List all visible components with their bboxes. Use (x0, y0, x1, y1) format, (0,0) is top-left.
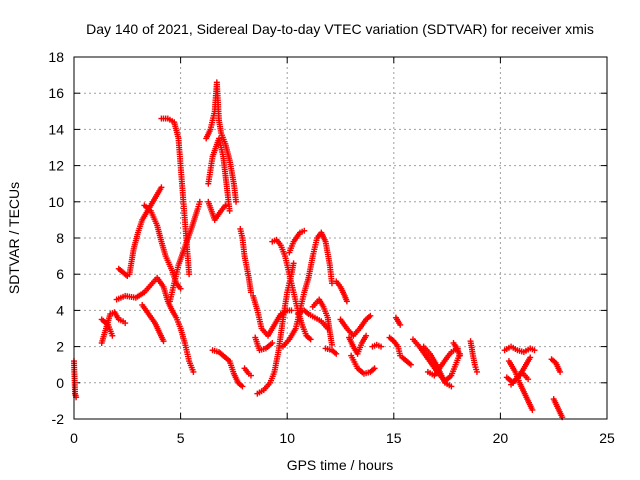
x-tick-label: 20 (493, 430, 509, 446)
data-point (557, 368, 564, 375)
y-tick-label: 16 (48, 85, 64, 101)
y-tick-label: 2 (56, 339, 64, 355)
data-point (247, 372, 254, 379)
x-tick-label: 15 (386, 430, 402, 446)
data-point (378, 343, 385, 350)
data-point (367, 312, 374, 319)
x-tick-label: 5 (177, 430, 185, 446)
y-tick-label: 6 (56, 266, 64, 282)
data-point (531, 347, 538, 354)
data-point (290, 260, 297, 267)
data-point (196, 198, 203, 205)
grid-lines (74, 57, 607, 419)
y-axis-label: SDTVAR / TECUs (6, 182, 22, 294)
data-point (222, 202, 229, 209)
data-point (527, 354, 534, 361)
data-point (307, 336, 314, 343)
y-tick-label: 0 (56, 375, 64, 391)
data-point (288, 307, 295, 314)
data-point (448, 383, 455, 390)
data-point (160, 338, 167, 345)
data-point (301, 227, 308, 234)
data-point (190, 368, 197, 375)
x-tick-label: 10 (279, 430, 295, 446)
data-point (269, 339, 276, 346)
data-point (247, 289, 254, 296)
y-tick-label: 18 (48, 49, 64, 65)
data-point (239, 383, 246, 390)
data-point (456, 352, 463, 359)
data-point (122, 320, 129, 327)
chart-title: Day 140 of 2021, Sidereal Day-to-day VTE… (86, 21, 594, 37)
data-point (397, 321, 404, 328)
data-point (407, 361, 414, 368)
plot-frame (73, 56, 608, 420)
data-point (186, 271, 193, 278)
data-point (525, 376, 532, 383)
data-point (158, 184, 165, 191)
data-point (473, 368, 480, 375)
data-point (529, 406, 536, 413)
data-point (109, 332, 116, 339)
y-tick-label: -2 (52, 411, 65, 427)
y-tick-label: 10 (48, 194, 64, 210)
data-point (233, 198, 240, 205)
data-point (333, 350, 340, 357)
x-axis-label: GPS time / hours (287, 457, 394, 473)
data-point (177, 285, 184, 292)
data-point (363, 332, 370, 339)
y-tick-label: 12 (48, 158, 64, 174)
x-tick-label: 25 (599, 430, 615, 446)
y-tick-label: 14 (48, 121, 64, 137)
data-point (371, 365, 378, 372)
x-tick-label: 0 (70, 430, 78, 446)
data-point (226, 207, 233, 214)
data-point (343, 298, 350, 305)
data-point (328, 280, 335, 287)
y-tick-label: 4 (56, 302, 64, 318)
data-point (328, 341, 335, 348)
y-tick-label: 8 (56, 230, 64, 246)
data-points (71, 79, 566, 421)
